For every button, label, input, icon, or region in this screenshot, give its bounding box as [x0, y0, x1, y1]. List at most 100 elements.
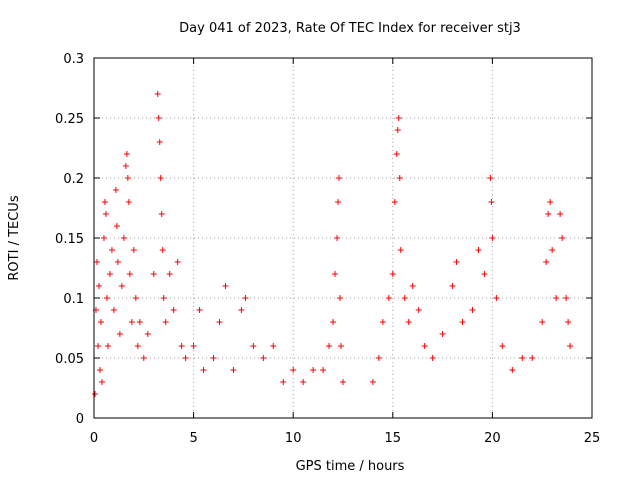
data-point [429, 355, 436, 361]
data-point [337, 295, 344, 301]
data-point [396, 175, 403, 181]
data-point [379, 319, 386, 325]
data-point [369, 379, 376, 385]
data-point [157, 175, 164, 181]
grid-lines [94, 58, 592, 418]
data-point [91, 391, 98, 397]
data-point [158, 211, 165, 217]
data-point [113, 223, 120, 229]
data-point [250, 343, 257, 349]
data-point [125, 199, 132, 205]
y-tick-label: 0.05 [55, 352, 84, 367]
data-point [144, 331, 151, 337]
data-point [421, 343, 428, 349]
data-points [91, 91, 574, 397]
data-point [336, 175, 343, 181]
data-point [123, 151, 130, 157]
data-point [326, 343, 333, 349]
x-tick-label: 25 [584, 431, 601, 446]
data-point [98, 379, 105, 385]
data-point [559, 235, 566, 241]
data-point [150, 271, 157, 277]
data-point [385, 295, 392, 301]
data-point [401, 295, 408, 301]
data-point [156, 139, 163, 145]
data-point [549, 247, 556, 253]
y-tick-label: 0.1 [63, 292, 84, 307]
data-point [120, 235, 127, 241]
data-point [154, 91, 161, 97]
data-point [567, 343, 574, 349]
data-point [238, 307, 245, 313]
data-point [155, 115, 162, 121]
y-tick-label: 0.15 [55, 232, 84, 247]
data-point [178, 343, 185, 349]
data-point [340, 379, 346, 385]
data-point [475, 247, 482, 253]
x-tick-label: 5 [189, 431, 197, 446]
data-point [128, 319, 135, 325]
data-point [409, 283, 416, 289]
data-point [160, 295, 167, 301]
data-point [557, 211, 564, 217]
y-tick-label: 0.3 [63, 52, 84, 67]
data-point [103, 295, 110, 301]
data-point [116, 331, 123, 337]
data-point [393, 151, 400, 157]
data-point [459, 319, 466, 325]
data-point [93, 259, 100, 265]
data-point [389, 271, 396, 277]
data-point [200, 367, 207, 373]
data-point [110, 307, 117, 313]
data-point [338, 343, 345, 349]
data-point [140, 355, 147, 361]
data-point [547, 199, 554, 205]
data-point [405, 319, 412, 325]
data-point [334, 235, 341, 241]
data-point [290, 367, 297, 373]
data-point [112, 187, 119, 193]
data-point [242, 295, 249, 301]
y-axis-label: ROTI / TECUs [7, 195, 22, 280]
data-point [190, 343, 197, 349]
data-point [543, 259, 550, 265]
data-point [230, 367, 237, 373]
data-point [210, 355, 217, 361]
data-point [481, 271, 488, 277]
data-point [132, 295, 139, 301]
data-point [545, 211, 552, 217]
data-point [439, 331, 446, 337]
data-point [394, 127, 401, 133]
data-point [100, 235, 107, 241]
data-point [415, 307, 422, 313]
data-point [391, 199, 398, 205]
data-point [487, 175, 494, 181]
data-point [174, 259, 181, 265]
data-point [124, 175, 131, 181]
data-point [395, 115, 402, 121]
data-point [104, 343, 111, 349]
data-point [397, 247, 404, 253]
data-point [519, 355, 526, 361]
x-tick-label: 10 [285, 431, 302, 446]
data-point [529, 355, 536, 361]
data-point [97, 319, 104, 325]
y-tick-label: 0.2 [63, 172, 84, 187]
data-point [108, 247, 115, 253]
data-point [469, 307, 476, 313]
data-point [300, 379, 307, 385]
data-point [159, 247, 166, 253]
x-tick-label: 15 [385, 431, 402, 446]
data-point [320, 367, 327, 373]
data-point [136, 319, 143, 325]
data-point [134, 343, 141, 349]
data-point [101, 199, 108, 205]
y-tick-label: 0 [76, 412, 84, 427]
data-point [114, 259, 121, 265]
data-point [222, 283, 229, 289]
data-point [170, 307, 177, 313]
data-point [488, 199, 495, 205]
data-point [335, 199, 342, 205]
x-tick-label: 20 [484, 431, 501, 446]
